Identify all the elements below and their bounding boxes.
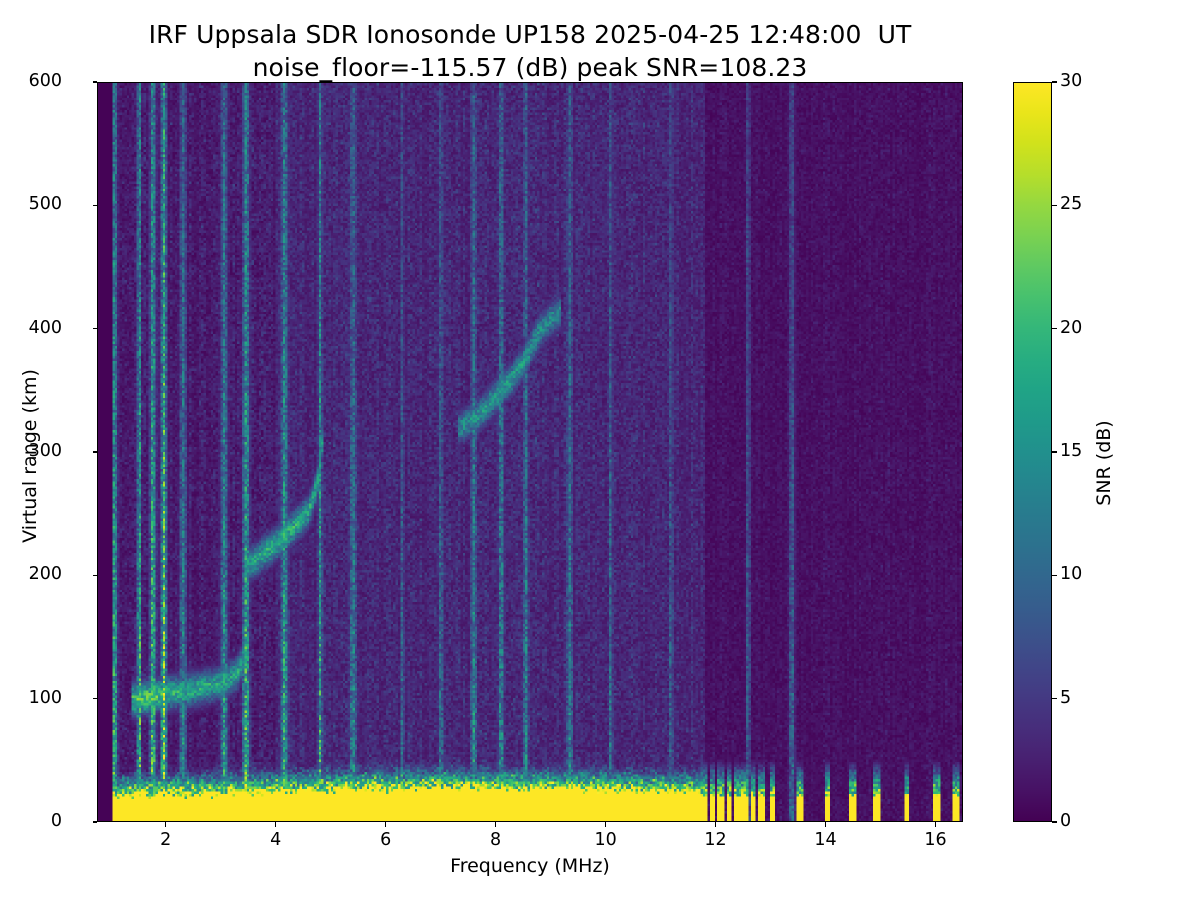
figure-title: IRF Uppsala SDR Ionosonde UP158 2025-04-… [0,18,1060,84]
colorbar-tick-label: 5 [1060,687,1072,708]
colorbar-tick-mark [1052,698,1057,700]
y-tick-label: 300 [28,441,62,461]
x-axis-label: Frequency (MHz) [450,855,610,877]
x-tick-mark [275,822,277,827]
x-tick-label: 10 [594,830,617,850]
x-tick-label: 4 [270,830,282,850]
colorbar-tick-label: 30 [1060,71,1083,91]
x-tick-label: 12 [704,830,727,850]
y-tick-label: 0 [50,811,62,831]
colorbar-tick-label: 25 [1060,194,1083,215]
y-tick-mark [92,698,97,700]
x-tick-mark [714,822,717,827]
colorbar-label: SNR (dB) [1093,420,1115,506]
colorbar-tick-mark [1052,204,1057,206]
title-line-2: noise_floor=-115.57 (dB) peak SNR=108.23 [252,53,808,82]
x-tick-label: 16 [924,830,947,850]
x-tick-label: 6 [380,830,392,850]
x-tick-label: 2 [160,830,172,850]
y-tick-label: 200 [28,564,62,585]
x-tick-label: 14 [814,830,837,850]
colorbar-tick-label: 10 [1060,564,1083,585]
title-line-1: IRF Uppsala SDR Ionosonde UP158 2025-04-… [148,20,912,49]
colorbar-tick-mark [1052,328,1057,330]
y-axis-label: Virtual range (km) [19,369,41,543]
ionogram-heatmap [98,83,962,821]
y-tick-mark [92,574,97,576]
x-tick-mark [824,822,827,827]
y-tick-mark [92,204,97,206]
colorbar-tick-mark [1052,574,1057,576]
x-tick-mark [385,822,387,827]
x-tick-mark [604,822,607,827]
heatmap-canvas [98,83,962,821]
y-tick-mark [92,328,97,330]
x-tick-mark [165,822,167,827]
colorbar-tick-label: 0 [1060,811,1072,831]
y-tick-mark [92,451,97,453]
colorbar-tick-label: 20 [1060,317,1083,338]
colorbar-tick-mark [1052,451,1057,453]
colorbar-tick-label: 15 [1060,441,1083,461]
x-tick-mark [934,822,937,827]
y-tick-mark [92,821,97,823]
y-tick-mark [92,81,97,83]
y-tick-label: 400 [28,317,62,338]
x-tick-mark [494,822,497,827]
x-tick-label: 8 [490,830,502,850]
colorbar-tick-mark [1052,81,1057,83]
plot-area [97,82,963,822]
y-tick-label: 100 [28,687,62,708]
y-tick-label: 600 [28,71,62,91]
colorbar [1013,82,1052,822]
y-tick-label: 500 [28,194,62,215]
colorbar-tick-mark [1052,821,1057,823]
